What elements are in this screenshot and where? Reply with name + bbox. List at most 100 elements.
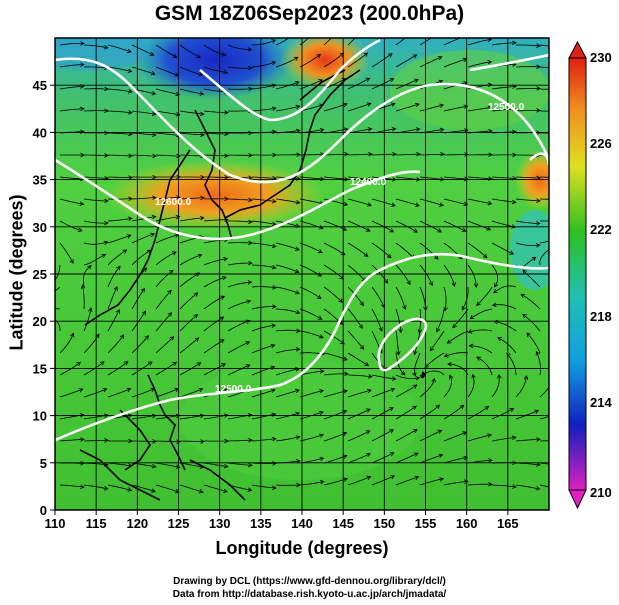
streamline: [275, 130, 300, 134]
streamline: [491, 176, 517, 179]
streamline: [371, 198, 396, 207]
streamline-arrow: [439, 103, 444, 108]
streamline-arrow: [293, 56, 299, 61]
streamline-arrow: [491, 302, 497, 307]
streamline-arrow: [79, 201, 85, 206]
streamline: [179, 484, 204, 493]
streamline-arrow: [451, 282, 456, 288]
streamline-arrow: [318, 334, 324, 339]
streamline: [227, 44, 252, 50]
streamline-arrow: [536, 175, 541, 181]
streamline: [83, 484, 108, 490]
streamline-arrow: [295, 104, 301, 110]
streamline: [251, 366, 275, 376]
streamline-arrow: [223, 488, 228, 493]
y-tick-label: 35: [33, 173, 47, 188]
streamline: [275, 220, 300, 227]
streamline: [275, 81, 300, 90]
streamline: [131, 388, 155, 398]
streamline-arrow: [402, 305, 407, 310]
streamline: [424, 352, 445, 368]
streamline: [419, 308, 421, 333]
streamline-arrow: [200, 439, 205, 444]
streamline-arrow: [247, 47, 253, 52]
streamline: [491, 484, 516, 488]
streamline: [155, 312, 172, 332]
streamline: [59, 361, 81, 376]
streamline: [107, 154, 133, 157]
colorbar: 230 226 222 218 214 210: [568, 40, 612, 510]
streamline: [251, 324, 276, 332]
streamline: [347, 77, 370, 90]
streamline-arrow: [462, 431, 468, 436]
streamline: [59, 43, 84, 46]
streamline-arrow: [176, 439, 181, 444]
streamline: [275, 460, 300, 464]
streamline-arrow: [378, 326, 383, 332]
streamline-arrow: [535, 243, 541, 248]
streamline: [179, 88, 204, 95]
streamline: [323, 128, 348, 134]
streamline: [131, 132, 156, 136]
streamline: [251, 462, 276, 464]
streamline: [131, 44, 154, 56]
streamline: [179, 414, 204, 420]
streamline-arrow: [122, 249, 128, 254]
streamline-arrow: [319, 127, 325, 133]
streamline-arrow: [560, 154, 564, 158]
streamline-arrow: [319, 456, 325, 462]
streamline-arrow: [270, 343, 276, 349]
streamline: [395, 54, 417, 68]
streamline: [371, 153, 397, 156]
streamline: [539, 415, 549, 420]
streamline-arrow: [248, 65, 253, 71]
streamline: [515, 198, 540, 202]
streamline-arrow: [338, 298, 343, 303]
streamline: [179, 197, 204, 200]
streamline: [371, 429, 394, 442]
streamline-arrow: [343, 201, 349, 207]
streamline: [203, 110, 228, 113]
streamline-arrow: [199, 215, 205, 221]
streamline-arrow: [471, 373, 476, 379]
streamline: [83, 253, 106, 266]
streamline-arrow: [294, 246, 300, 251]
streamline-arrow: [223, 413, 229, 418]
streamline: [419, 56, 442, 68]
streamline-arrow: [175, 214, 181, 220]
streamline-arrow: [436, 327, 441, 333]
streamline-arrow: [412, 371, 417, 377]
streamline: [443, 154, 469, 156]
streamline: [275, 264, 299, 273]
streamline-arrow: [536, 108, 541, 113]
streamline-arrow: [413, 228, 419, 233]
streamline-arrow: [247, 413, 253, 418]
streamline: [323, 220, 347, 231]
streamline: [251, 198, 276, 202]
streamline-arrow: [389, 78, 395, 83]
streamline: [275, 198, 300, 204]
streamline-arrow: [223, 463, 229, 469]
streamline: [515, 438, 540, 442]
streamline: [515, 484, 540, 490]
streamline: [443, 58, 467, 68]
streamline-arrow: [342, 409, 348, 414]
streamline-arrow: [560, 218, 564, 222]
streamline-arrow: [127, 68, 133, 73]
streamline: [347, 264, 366, 282]
x-axis-label: Longitude (degrees): [215, 538, 389, 558]
streamline-arrow: [103, 240, 109, 245]
streamline: [227, 439, 253, 442]
streamline: [443, 286, 447, 311]
streamline: [107, 234, 131, 244]
streamline-arrow: [174, 387, 180, 393]
streamline: [275, 348, 300, 354]
streamline: [395, 352, 405, 376]
streamline-arrow: [80, 41, 85, 46]
streamline: [347, 198, 372, 206]
streamline-arrow: [506, 352, 511, 358]
streamline: [515, 242, 540, 246]
streamline: [83, 66, 109, 69]
streamline: [299, 129, 324, 134]
streamline-arrow: [509, 407, 515, 413]
